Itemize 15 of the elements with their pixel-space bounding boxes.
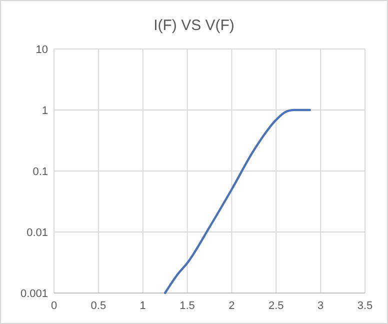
x-tick-label: 1.5 bbox=[180, 300, 195, 312]
y-tick-label: 0.01 bbox=[26, 226, 48, 239]
y-tick-label: 0.001 bbox=[20, 288, 48, 300]
x-tick-label: 3 bbox=[318, 300, 324, 312]
x-tick-label: 1 bbox=[140, 300, 146, 312]
y-tick-label: 10 bbox=[36, 44, 48, 56]
line-series bbox=[164, 108, 312, 294]
chart-title: I(F) VS V(F) bbox=[154, 17, 234, 34]
x-tick-label: 3.5 bbox=[357, 300, 373, 312]
y-tick-label: 0.1 bbox=[32, 166, 48, 178]
y-tick-label: 1 bbox=[42, 104, 48, 117]
x-tick-label: 2 bbox=[228, 300, 235, 312]
x-tick-label: 0 bbox=[50, 300, 58, 312]
x-tick-label: 2.5 bbox=[268, 300, 284, 312]
x-tick-label: 0.5 bbox=[90, 300, 106, 312]
